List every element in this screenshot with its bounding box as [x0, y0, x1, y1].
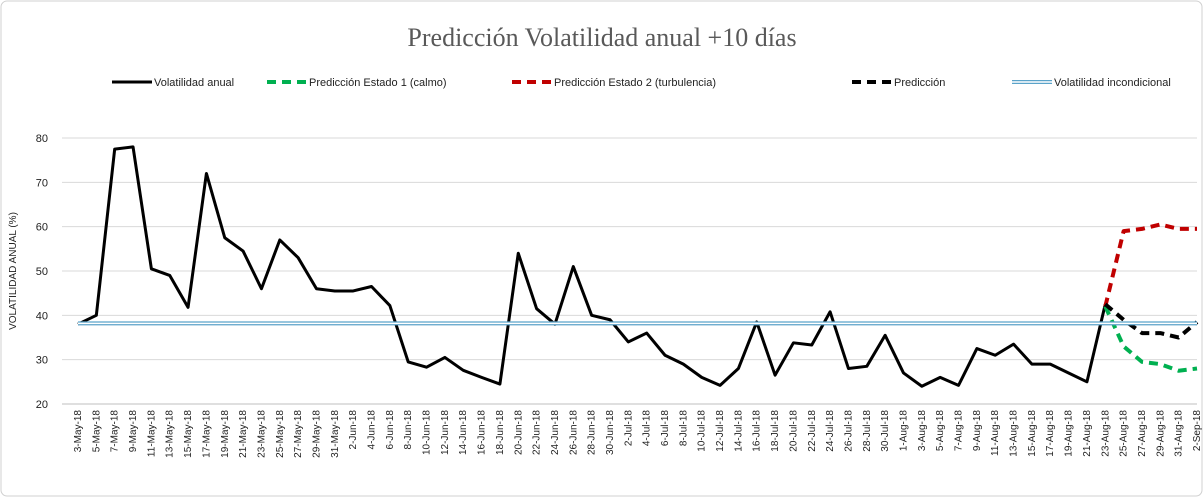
- legend-label: Predicción Estado 1 (calmo): [309, 77, 447, 89]
- x-tick-label: 12-Jun-18: [440, 410, 451, 455]
- y-axis-label: VOLATILIDAD ANUAL (%): [8, 212, 19, 330]
- x-tick-label: 16-Jun-18: [477, 410, 488, 455]
- y-tick-label: 60: [36, 222, 48, 234]
- series-line: [1103, 302, 1199, 340]
- x-tick-label: 17-Aug-18: [1045, 410, 1056, 457]
- x-tick-label: 8-Jun-18: [403, 410, 414, 450]
- x-tick-label: 20-Jul-18: [788, 410, 799, 452]
- y-tick-label: 50: [36, 266, 48, 278]
- x-tick-label: 13-May-18: [165, 410, 176, 458]
- legend-label: Volatilidad anual: [154, 77, 234, 89]
- x-tick-label: 22-Jul-18: [807, 410, 818, 452]
- x-tick-label: 3-Aug-18: [917, 410, 928, 452]
- y-tick-label: 20: [36, 399, 48, 411]
- series-line: [1103, 305, 1198, 373]
- x-tick-label: 15-Aug-18: [1027, 410, 1038, 457]
- x-tick-label: 4-Jun-18: [367, 410, 378, 450]
- x-tick-label: 19-May-18: [220, 410, 231, 458]
- x-tick-label: 18-Jun-18: [495, 410, 506, 455]
- x-tick-label: 27-Aug-18: [1137, 410, 1148, 457]
- x-tick-label: 27-May-18: [293, 410, 304, 458]
- y-tick-label: 80: [36, 133, 48, 145]
- x-tick-label: 1-Aug-18: [898, 410, 909, 452]
- x-tick-label: 28-Jun-18: [587, 410, 598, 455]
- x-tick-label: 29-Aug-18: [1155, 410, 1166, 457]
- y-tick-label: 30: [36, 355, 48, 367]
- x-tick-label: 24-Jun-18: [550, 410, 561, 455]
- x-tick-label: 22-Jun-18: [532, 410, 543, 455]
- x-tick-label: 13-Aug-18: [1009, 410, 1020, 457]
- legend-label: Predicción: [894, 77, 945, 89]
- x-tick-label: 24-Jul-18: [825, 410, 836, 452]
- x-tick-label: 31-May-18: [330, 410, 341, 458]
- x-tick-label: 6-Jul-18: [660, 410, 671, 447]
- x-tick-label: 14-Jul-18: [733, 410, 744, 452]
- x-tick-label: 10-Jul-18: [697, 410, 708, 452]
- x-tick-label: 23-Aug-18: [1100, 410, 1111, 457]
- x-tick-label: 29-May-18: [311, 410, 322, 458]
- x-tick-label: 2-Jun-18: [348, 410, 359, 450]
- x-tick-label: 21-May-18: [238, 410, 249, 458]
- x-tick-label: 31-Aug-18: [1174, 410, 1185, 457]
- x-tick-label: 14-Jun-18: [458, 410, 469, 455]
- x-tick-label: 3-May-18: [73, 410, 84, 453]
- x-tick-label: 15-May-18: [183, 410, 194, 458]
- series-line: [1103, 222, 1197, 307]
- x-tick-label: 2-Jul-18: [623, 410, 634, 447]
- x-tick-label: 21-Aug-18: [1082, 410, 1093, 457]
- series-line: [77, 145, 1107, 388]
- x-tick-label: 7-Aug-18: [954, 410, 965, 452]
- x-tick-label: 8-Jul-18: [678, 410, 689, 447]
- x-tick-label: 5-Aug-18: [935, 410, 946, 452]
- x-tick-label: 11-May-18: [146, 410, 157, 457]
- x-tick-label: 23-May-18: [256, 410, 267, 458]
- x-tick-label: 16-Jul-18: [752, 410, 763, 452]
- x-tick-label: 17-May-18: [201, 410, 212, 458]
- x-tick-label: 2-Sep-18: [1192, 410, 1203, 452]
- x-tick-label: 4-Jul-18: [642, 410, 653, 447]
- x-tick-label: 9-Aug-18: [972, 410, 983, 452]
- x-tick-label: 7-May-18: [110, 410, 121, 453]
- x-tick-label: 9-May-18: [128, 410, 139, 453]
- x-tick-label: 5-May-18: [91, 410, 102, 453]
- x-tick-label: 25-Aug-18: [1119, 410, 1130, 457]
- legend-label: Predicción Estado 2 (turbulencia): [554, 77, 716, 89]
- x-tick-label: 18-Jul-18: [770, 410, 781, 452]
- chart-title: Predicción Volatilidad anual +10 días: [407, 23, 796, 52]
- y-tick-label: 40: [36, 310, 48, 322]
- x-tick-label: 26-Jul-18: [843, 410, 854, 452]
- x-tick-label: 28-Jul-18: [862, 410, 873, 452]
- x-tick-label: 6-Jun-18: [385, 410, 396, 450]
- x-tick-label: 12-Jul-18: [715, 410, 726, 452]
- x-tick-label: 30-Jul-18: [880, 410, 891, 452]
- x-tick-label: 30-Jun-18: [605, 410, 616, 455]
- x-tick-label: 11-Aug-18: [990, 410, 1001, 456]
- x-tick-label: 20-Jun-18: [513, 410, 524, 455]
- x-tick-label: 10-Jun-18: [422, 410, 433, 455]
- legend-label: Volatilidad incondicional: [1054, 77, 1171, 89]
- y-tick-label: 70: [36, 177, 48, 189]
- x-tick-label: 19-Aug-18: [1064, 410, 1075, 457]
- x-tick-label: 25-May-18: [275, 410, 286, 458]
- x-tick-label: 26-Jun-18: [568, 410, 579, 455]
